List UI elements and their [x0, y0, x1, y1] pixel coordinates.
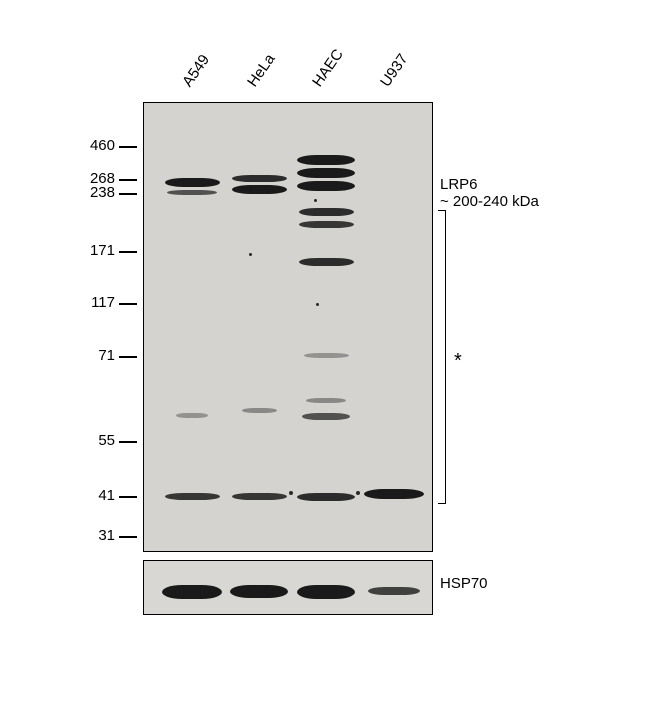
- mw-tick-icon: [119, 356, 137, 358]
- blot-band: [297, 585, 355, 599]
- mw-marker-label: 460: [75, 137, 115, 154]
- target-protein-label: LRP6 ~ 200-240 kDa: [440, 176, 539, 210]
- target-name: LRP6: [440, 176, 539, 193]
- lane-label: HAEC: [309, 46, 347, 90]
- lane-label: U937: [377, 51, 411, 90]
- blot-band: [165, 178, 220, 187]
- blot-speck: [316, 303, 319, 306]
- western-blot-figure: A549 HeLa HAEC U937 46026823817111771554…: [75, 30, 575, 680]
- mw-marker-label: 71: [75, 347, 115, 364]
- mw-tick-icon: [119, 441, 137, 443]
- blot-band: [165, 493, 220, 500]
- mw-tick-icon: [119, 496, 137, 498]
- lane-label: A549: [179, 52, 213, 90]
- loading-control-label: HSP70: [440, 575, 488, 592]
- target-size: ~ 200-240 kDa: [440, 193, 539, 210]
- blot-band: [364, 489, 424, 499]
- mw-marker-label: 117: [75, 294, 115, 311]
- blot-band: [304, 353, 349, 358]
- blot-band: [230, 585, 288, 598]
- blot-main-panel: [143, 102, 433, 552]
- mw-marker-label: 171: [75, 242, 115, 259]
- blot-band: [297, 168, 355, 178]
- mw-marker-label: 55: [75, 432, 115, 449]
- mw-tick-icon: [119, 193, 137, 195]
- blot-band: [232, 175, 287, 182]
- blot-band: [176, 413, 208, 418]
- blot-band: [299, 208, 354, 216]
- mw-tick-icon: [119, 303, 137, 305]
- blot-loading-control-panel: [143, 560, 433, 615]
- blot-band: [167, 190, 217, 195]
- mw-marker-label: 238: [75, 184, 115, 201]
- mw-marker-label: 31: [75, 527, 115, 544]
- blot-band: [368, 587, 420, 595]
- lane-labels-row: A549 HeLa HAEC U937: [183, 30, 443, 90]
- blot-band: [302, 413, 350, 420]
- blot-band: [299, 258, 354, 266]
- bracket-icon: [438, 210, 446, 504]
- blot-speck: [314, 199, 317, 202]
- blot-band: [306, 398, 346, 403]
- blot-band: [299, 221, 354, 228]
- asterisk-icon: *: [454, 350, 462, 373]
- blot-speck: [289, 491, 293, 495]
- blot-band: [297, 493, 355, 501]
- blot-band: [297, 181, 355, 191]
- lane-label: HeLa: [244, 51, 278, 90]
- mw-marker-label: 41: [75, 487, 115, 504]
- mw-tick-icon: [119, 179, 137, 181]
- mw-tick-icon: [119, 251, 137, 253]
- blot-band: [162, 585, 222, 599]
- mw-tick-icon: [119, 536, 137, 538]
- blot-band: [232, 185, 287, 194]
- blot-band: [232, 493, 287, 500]
- blot-band: [242, 408, 277, 413]
- blot-speck: [356, 491, 360, 495]
- blot-band: [297, 155, 355, 165]
- mw-tick-icon: [119, 146, 137, 148]
- blot-speck: [249, 253, 252, 256]
